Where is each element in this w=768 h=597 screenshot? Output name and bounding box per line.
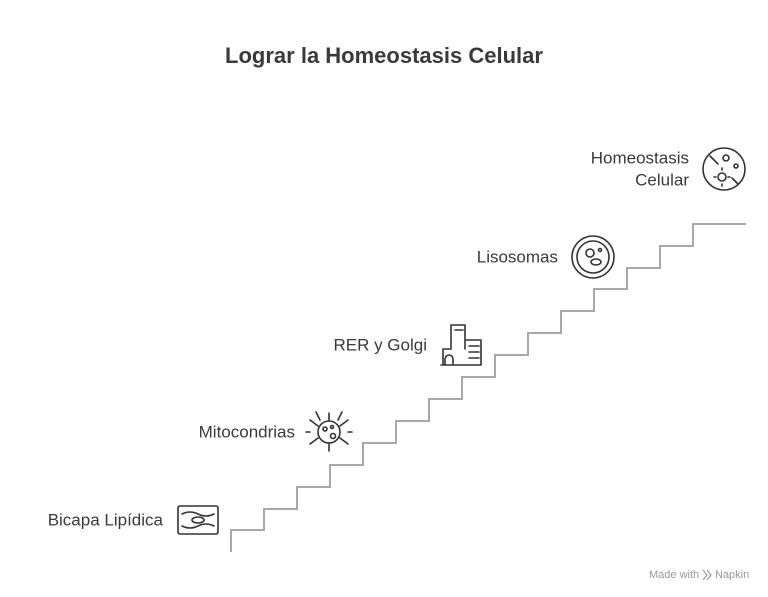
step-label: Lisosomas — [477, 247, 558, 266]
step-label: RER y Golgi — [333, 335, 427, 354]
footer: Made with Napkin — [649, 569, 749, 581]
footer-prefix: Made with — [649, 569, 699, 581]
membrane-icon — [177, 505, 219, 535]
footer-brand: Napkin — [715, 569, 749, 581]
brand-logo — [702, 569, 712, 581]
step-label: Celular — [635, 170, 689, 189]
lysosome-icon — [571, 235, 615, 279]
staircase — [230, 223, 746, 552]
cell-icon — [702, 147, 746, 191]
step-label: Mitocondrias — [199, 422, 295, 441]
step-label: Homeostasis — [591, 148, 689, 167]
step-label: Bicapa Lipídica — [48, 510, 164, 529]
title: Lograr la Homeostasis Celular — [225, 43, 543, 68]
mitochondria-icon — [305, 411, 353, 452]
factory-icon — [440, 324, 482, 366]
